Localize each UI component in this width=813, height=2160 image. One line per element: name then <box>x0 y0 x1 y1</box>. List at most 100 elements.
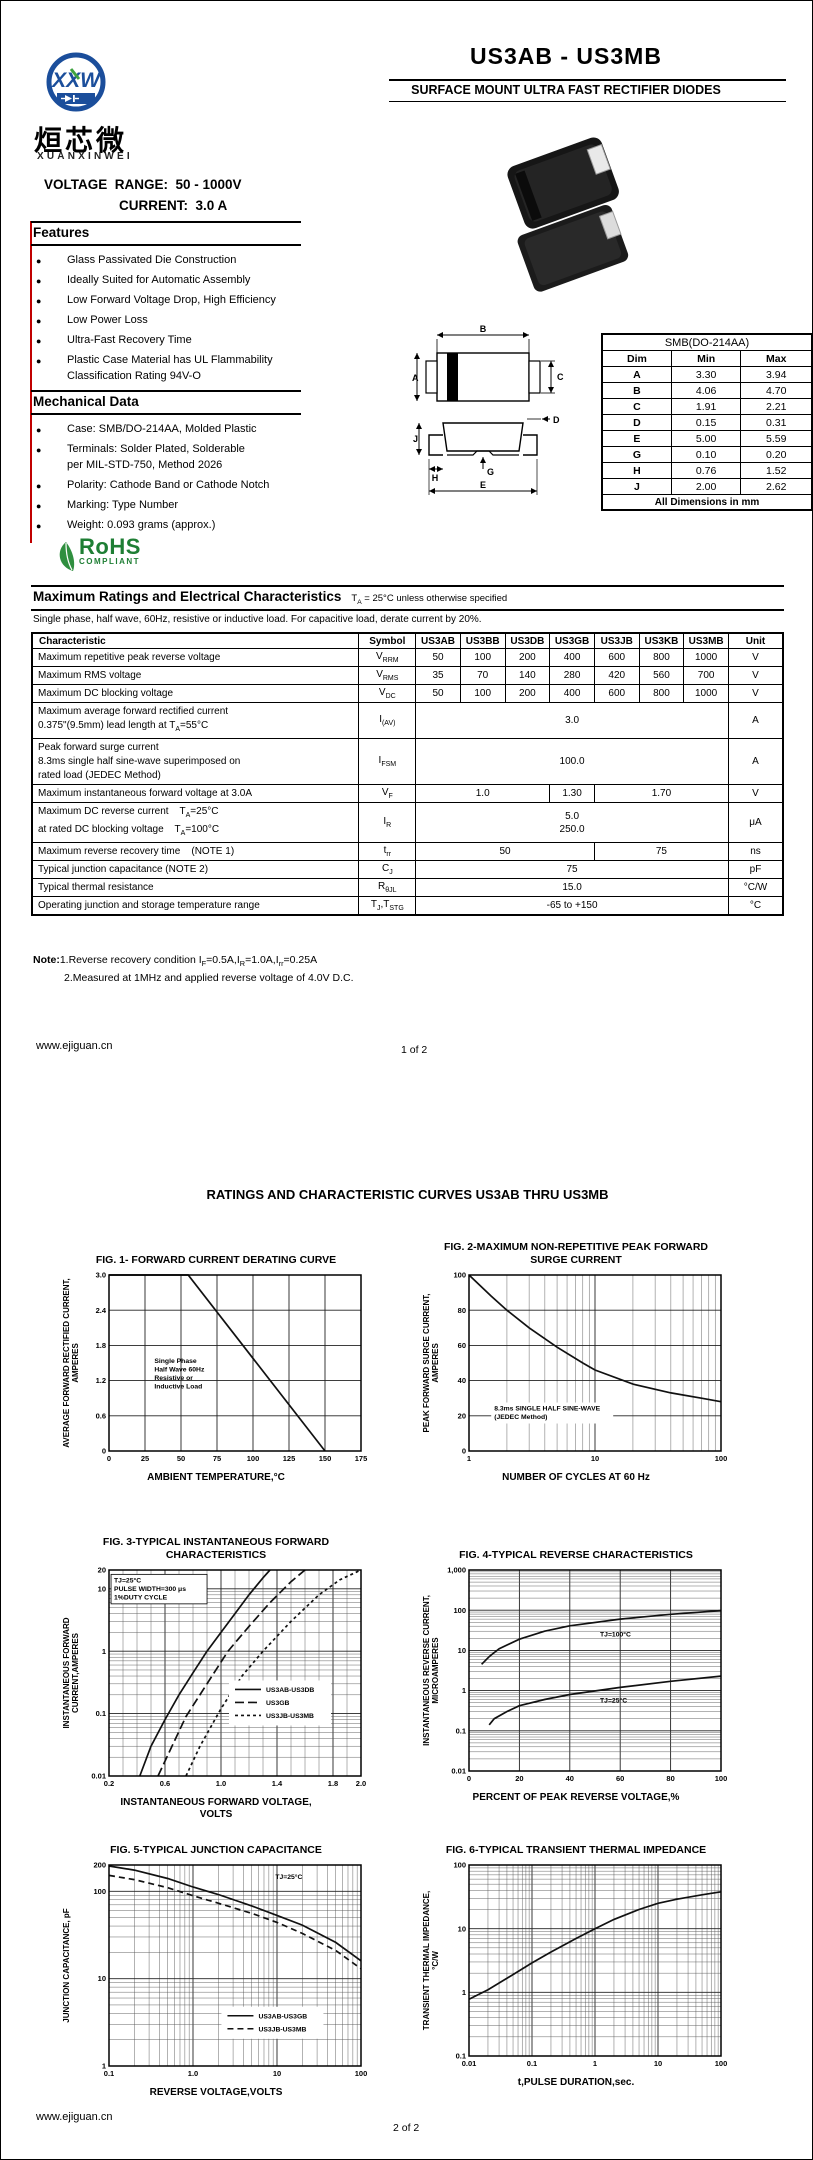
mechanical-data-heading: Mechanical Data <box>33 394 139 409</box>
table-row: Maximum DC reverse current TA=25°C at rat… <box>31 802 784 843</box>
list-item: Plastic Case Material has UL Flammabilit… <box>33 352 333 384</box>
features-heading: Features <box>33 225 90 240</box>
svg-text:INSTANTANEOUS REVERSE CURRENT,: INSTANTANEOUS REVERSE CURRENT,MICROAMPER… <box>422 1595 440 1746</box>
mech-rule-top <box>31 390 301 392</box>
svg-text:20: 20 <box>515 1774 523 1783</box>
dim-row: H 0.76 1.52 <box>601 462 812 479</box>
svg-text:1.0: 1.0 <box>216 1779 226 1788</box>
dim-row: A 3.30 3.94 <box>601 366 812 383</box>
figure-5-chart: TJ=25°C US3AB-US3GB US3JB-US3MB 0.1 1.0 10 100… <box>62 1861 367 2078</box>
svg-text:100: 100 <box>453 1861 466 1870</box>
svg-text:1: 1 <box>102 2062 106 2071</box>
svg-text:TJ=100°C: TJ=100°C <box>600 1630 631 1638</box>
svg-text:Half Wave 60Hz: Half Wave 60Hz <box>154 1367 205 1374</box>
company-name-en: XUANXINWEI <box>37 151 133 162</box>
table-row: Maximum reverse recovery time (NOTE 1) tr… <box>31 842 784 861</box>
ratings-table: Characteristic Symbol US3AB US3BB US3DB US3GB… <box>31 632 784 916</box>
svg-text:US3JB-US3MB: US3JB-US3MB <box>266 1713 314 1720</box>
ratings-condition: Single phase, half wave, 60Hz, resistive… <box>33 614 482 625</box>
svg-text:1.0: 1.0 <box>188 2069 198 2078</box>
dim-row: D 0.15 0.31 <box>601 414 812 431</box>
figure-5-title: FIG. 5-TYPICAL JUNCTION CAPACITANCE <box>110 1844 322 1856</box>
figure-4-title: FIG. 4-TYPICAL REVERSE CHARACTERISTICS <box>459 1549 693 1561</box>
svg-text:25: 25 <box>141 1454 149 1463</box>
svg-text:0.1: 0.1 <box>456 1726 466 1735</box>
svg-text:10: 10 <box>591 1454 599 1463</box>
svg-text:1: 1 <box>462 1686 466 1695</box>
mechanical-data-list: Case: SMB/DO-214AA, Molded Plastic Termin… <box>33 421 333 537</box>
svg-text:0: 0 <box>107 1454 111 1463</box>
dim-row: J 2.00 2.62 <box>601 478 812 495</box>
package-outline-drawing: B A C D J H G E <box>412 324 564 495</box>
svg-text:10: 10 <box>458 1646 466 1655</box>
svg-text:1: 1 <box>467 1454 471 1463</box>
svg-text:0: 0 <box>102 1447 106 1456</box>
svg-text:1: 1 <box>102 1647 106 1656</box>
list-item: Ultra-Fast Recovery Time <box>33 332 333 349</box>
figure-2-chart: 8.3ms SINGLE HALF SINE-WAVE(JEDEC Method… <box>422 1271 727 1463</box>
svg-text:0.6: 0.6 <box>96 1411 106 1420</box>
figure-5-xlabel: REVERSE VOLTAGE,VOLTS <box>149 2087 283 2098</box>
svg-text:TJ=25°C: TJ=25°C <box>114 1576 141 1584</box>
svg-text:1,000: 1,000 <box>447 1566 466 1575</box>
dim-row: C 1.91 2.21 <box>601 398 812 415</box>
table-row: Maximum instantaneous forward voltage at… <box>31 784 784 803</box>
svg-text:TRANSIENT THERMAL IMPEDANCE,°C: TRANSIENT THERMAL IMPEDANCE,°C/W <box>422 1891 440 2030</box>
footer-site-p1: www.ejiguan.cn <box>36 1040 113 1052</box>
svg-text:100: 100 <box>715 1774 728 1783</box>
figure-3-xlabel: INSTANTANEOUS FORWARD VOLTAGE, VOLTS <box>120 1797 312 1820</box>
ratings-rule-bottom <box>31 609 784 611</box>
svg-text:US3GB: US3GB <box>266 1700 290 1707</box>
list-item: Glass Passivated Die Construction <box>33 252 333 269</box>
page-subtitle: SURFACE MOUNT ULTRA FAST RECTIFIER DIODE… <box>411 83 721 97</box>
dim-label-j: J <box>413 434 418 444</box>
company-logo-icon: XXW <box>46 52 106 112</box>
svg-text:75: 75 <box>213 1454 221 1463</box>
red-accent-line <box>30 221 32 543</box>
svg-text:10: 10 <box>98 1584 106 1593</box>
table-row: Typical junction capacitance (NOTE 2) CJ 7… <box>31 860 784 879</box>
dim-label-a: A <box>412 373 419 383</box>
features-rule-top <box>31 221 301 223</box>
svg-text:1: 1 <box>593 2059 597 2068</box>
svg-text:20: 20 <box>98 1566 106 1575</box>
list-item: Case: SMB/DO-214AA, Molded Plastic <box>33 421 333 438</box>
svg-text:0.01: 0.01 <box>451 1767 466 1776</box>
svg-text:60: 60 <box>458 1341 466 1350</box>
dim-label-h: H <box>432 473 439 483</box>
svg-text:8.3ms SINGLE HALF SINE-WAVE: 8.3ms SINGLE HALF SINE-WAVE <box>494 1406 600 1413</box>
dim-row: B 4.06 4.70 <box>601 382 812 399</box>
list-item: Polarity: Cathode Band or Cathode Notch <box>33 477 333 494</box>
table-row: Maximum DC blocking voltage VDC 50 100 200 40… <box>31 684 784 703</box>
table-row: Peak forward surge current 8.3ms single h… <box>31 738 784 785</box>
svg-text:1%DUTY CYCLE: 1%DUTY CYCLE <box>114 1594 168 1601</box>
svg-text:AVERAGE FORWARD RECTIFIED CURR: AVERAGE FORWARD RECTIFIED CURRENT,AMPERE… <box>62 1278 80 1448</box>
svg-text:150: 150 <box>319 1454 332 1463</box>
ratings-rule-top <box>31 585 784 587</box>
svg-text:2.0: 2.0 <box>356 1779 366 1788</box>
dim-label-c: C <box>557 372 564 382</box>
svg-text:80: 80 <box>458 1306 466 1315</box>
ratings-table-body: Characteristic Symbol US3AB US3BB US3DB US3GB… <box>31 632 784 916</box>
svg-text:TJ=25°C: TJ=25°C <box>600 1697 627 1705</box>
logo-monogram: XXW <box>51 69 102 92</box>
svg-text:60: 60 <box>616 1774 624 1783</box>
list-item: Weight: 0.093 grams (approx.) <box>33 517 333 534</box>
rohs-leaf-icon <box>59 542 75 571</box>
rohs-badge: RoHS COMPLIANT <box>53 534 141 577</box>
rohs-label: RoHS <box>79 534 141 559</box>
ratings-heading-text: Maximum Ratings and Electrical Character… <box>33 589 342 604</box>
list-item: Low Forward Voltage Drop, High Efficienc… <box>33 292 333 309</box>
svg-text:175: 175 <box>355 1454 368 1463</box>
svg-text:2.4: 2.4 <box>96 1306 107 1315</box>
figure-3-chart: TJ=25°C PULSE WIDTH=300 μs1%DUTY CYCLE US3… <box>62 1566 366 1788</box>
figure-2: FIG. 2-MAXIMUM NON-REPETITIVE PEAK FORWA… <box>416 1239 736 1484</box>
figure-5: FIG. 5-TYPICAL JUNCTION CAPACITANCE TJ=2… <box>56 1829 376 2099</box>
svg-text:Single Phase: Single Phase <box>154 1358 197 1365</box>
svg-text:PULSE WIDTH=300 μs: PULSE WIDTH=300 μs <box>114 1586 186 1593</box>
figure-2-title: FIG. 2-MAXIMUM NON-REPETITIVE PEAK FORWA… <box>443 1241 709 1266</box>
svg-text:50: 50 <box>177 1454 185 1463</box>
table-row: Operating junction and storage temperatu… <box>31 896 784 916</box>
svg-text:100: 100 <box>93 1887 106 1896</box>
